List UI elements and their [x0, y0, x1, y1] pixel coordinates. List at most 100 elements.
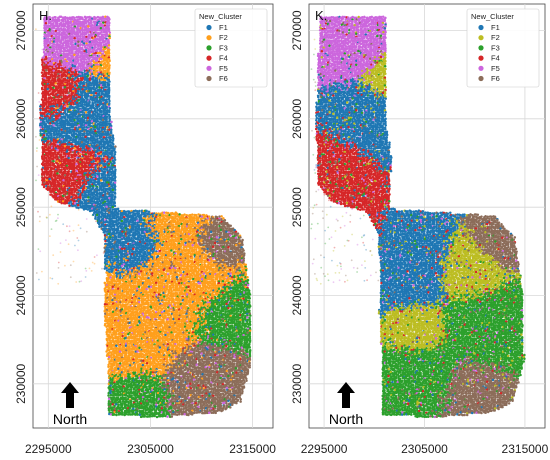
scatter-point — [100, 164, 103, 167]
scatter-point — [101, 63, 105, 67]
scatter-point — [98, 169, 101, 173]
scatter-point — [60, 76, 63, 79]
scatter-point — [99, 186, 103, 190]
scatter-point — [113, 202, 116, 205]
scatter-point — [113, 177, 117, 180]
scatter-point — [73, 147, 76, 150]
scatter-point — [101, 67, 105, 70]
scatter-point — [50, 184, 53, 188]
scatter-point — [101, 149, 105, 152]
scatter-point — [111, 167, 114, 171]
scatter-point — [58, 129, 61, 133]
scatter-point — [78, 154, 82, 158]
scatter-point — [67, 25, 71, 28]
scatter-point — [101, 25, 105, 28]
scatter-point — [124, 221, 128, 224]
scatter-point — [223, 241, 226, 245]
scatter-point — [128, 211, 132, 215]
scatter-point — [48, 65, 52, 68]
scatter-point — [54, 141, 58, 144]
scatter-point — [65, 65, 69, 68]
scatter-point — [191, 213, 194, 216]
scatter-point — [58, 135, 61, 138]
scatter-point — [43, 42, 46, 45]
scatter-point — [46, 87, 49, 91]
scatter-point — [138, 209, 141, 213]
scatter-point — [103, 47, 107, 51]
scatter-point — [39, 118, 43, 122]
scatter-point — [108, 17, 111, 21]
scatter-point — [170, 236, 174, 239]
scatter-point — [103, 171, 106, 175]
scatter-point — [105, 22, 109, 25]
scatter-point — [52, 167, 56, 171]
scatter-point — [94, 40, 97, 44]
scatter-point — [82, 38, 86, 42]
scatter-point — [54, 36, 58, 40]
scatter-point — [71, 204, 75, 208]
scatter-point — [61, 19, 65, 23]
scatter-point — [54, 25, 58, 28]
scatter-point — [58, 19, 61, 23]
scatter-point — [67, 40, 71, 43]
scatter-point — [75, 19, 79, 23]
scatter-point — [87, 25, 90, 28]
scatter-point — [151, 215, 155, 218]
scatter-point — [109, 132, 113, 135]
scatter-point — [54, 46, 58, 49]
scatter-point — [202, 241, 206, 245]
scatter-point — [40, 71, 44, 74]
scatter-points — [35, 15, 252, 419]
scatter-point — [147, 224, 150, 228]
scatter-point — [90, 107, 93, 110]
scatter-point — [98, 32, 101, 36]
scatter-point — [48, 177, 51, 181]
scatter-point — [108, 59, 111, 63]
scatter-point — [48, 93, 51, 97]
scatter-point — [54, 38, 58, 42]
scatter-point — [209, 230, 213, 234]
scatter-point — [90, 44, 94, 48]
scatter-point — [105, 17, 109, 21]
scatter-point — [75, 142, 78, 146]
scatter-point — [72, 66, 75, 70]
scatter-point — [98, 24, 102, 27]
scatter-point — [94, 141, 98, 144]
scatter-point — [128, 239, 132, 243]
scatter-point — [40, 168, 44, 171]
scatter-point — [99, 179, 103, 182]
scatter-point — [62, 50, 65, 53]
scatter-point — [65, 36, 69, 40]
scatter-point — [170, 230, 173, 234]
scatter-point — [52, 40, 56, 43]
scatter-point — [67, 201, 71, 205]
scatter-point — [69, 131, 73, 134]
scatter-point — [206, 219, 209, 222]
scatter-point — [104, 15, 107, 19]
scatter-point — [86, 105, 89, 108]
scatter-point — [104, 147, 107, 150]
scatter-point — [84, 169, 88, 173]
scatter-point — [82, 23, 86, 26]
scatter-point — [52, 104, 56, 108]
scatter-point — [67, 173, 70, 176]
scatter-point — [88, 101, 91, 105]
scatter-point — [88, 169, 91, 173]
scatter-point — [79, 149, 82, 152]
scatter-point — [166, 211, 170, 215]
scatter-point — [102, 21, 105, 24]
scatter-point — [69, 97, 72, 101]
scatter-point — [75, 93, 78, 97]
scatter-point — [88, 46, 92, 49]
scatter-point — [52, 111, 56, 114]
scatter-point — [109, 126, 113, 129]
scatter-point — [54, 176, 57, 179]
scatter-point — [84, 58, 88, 61]
scatter-point — [63, 169, 67, 173]
scatter-point — [92, 186, 95, 190]
scatter-point — [54, 179, 57, 182]
scatter-point — [99, 225, 103, 228]
scatter-point — [96, 120, 100, 123]
scatter-point — [52, 49, 56, 53]
scatter-point — [105, 44, 109, 48]
